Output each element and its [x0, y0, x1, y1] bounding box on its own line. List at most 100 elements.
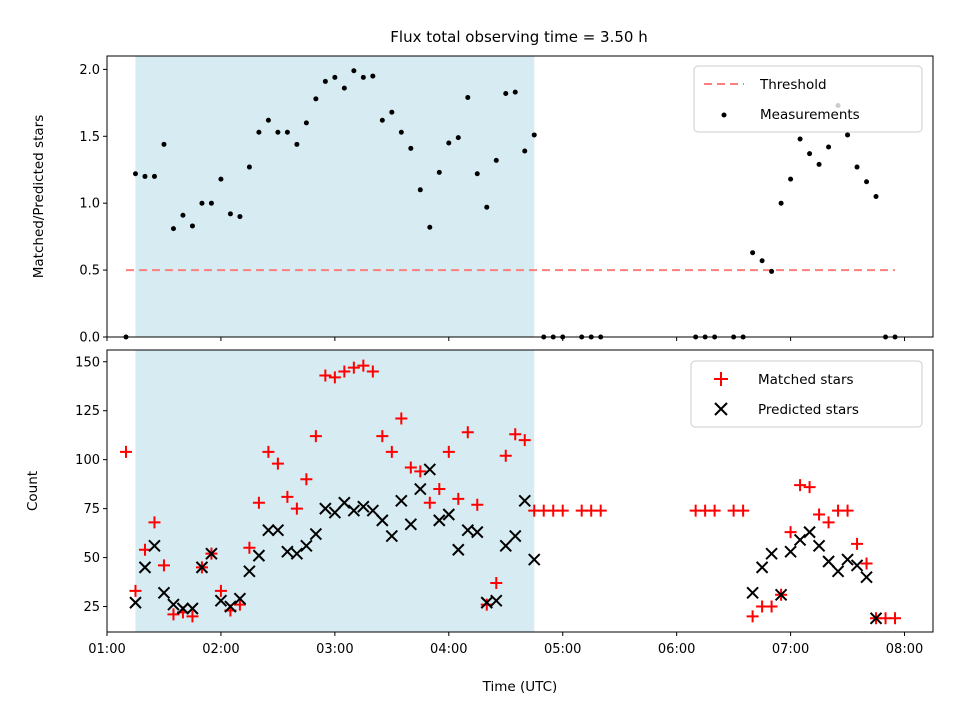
predicted-star-point: [176, 602, 190, 615]
predicted-star-point: [490, 594, 503, 607]
matched-star-point: [556, 504, 569, 517]
predicted-star-point: [262, 523, 275, 537]
matched-star-point: [186, 610, 199, 623]
predicted-star-point: [784, 545, 797, 558]
bottom-legend: Matched stars Predicted stars: [690, 360, 923, 428]
measurement-point: [170, 226, 176, 232]
y-tick-label: 150: [75, 355, 100, 370]
measurement-point: [142, 173, 148, 179]
matched-star-point: [794, 479, 807, 492]
predicted-star-point: [803, 525, 816, 539]
predicted-star-point: [385, 529, 399, 543]
measurement-point: [132, 171, 138, 177]
measurement-point: [759, 258, 765, 264]
y-tick-label: 0.5: [79, 264, 100, 279]
matched-star-point: [252, 496, 265, 509]
predicted-star-point: [765, 547, 778, 560]
x-tick-label: 06:00: [658, 642, 695, 657]
predicted-star-point: [831, 565, 845, 578]
predicted-star-point: [300, 539, 313, 553]
measurement-point: [807, 151, 813, 157]
matched-star-point: [319, 369, 332, 382]
predicted-star-point: [793, 533, 807, 547]
predicted-star-point: [357, 500, 370, 513]
predicted-star-point: [480, 596, 493, 609]
legend-matched-swatch: [714, 372, 728, 386]
measurement-point: [322, 78, 328, 84]
predicted-star-point: [376, 514, 389, 527]
matched-star-point: [813, 508, 826, 521]
predicted-star-point: [347, 504, 361, 517]
predicted-star-point: [167, 598, 180, 611]
predicted-star-point: [157, 586, 171, 600]
predicted-star-point: [414, 482, 427, 496]
matched-star-point: [376, 430, 389, 443]
measurement-point: [531, 132, 537, 138]
top-y-axis-label: Matched/Predicted stars: [31, 115, 47, 278]
matched-star-point: [822, 516, 835, 529]
matched-star-point: [338, 365, 351, 378]
matched-star-point: [518, 434, 531, 447]
predicted-star-point: [442, 508, 456, 521]
predicted-star-point: [290, 547, 304, 560]
top-y-ticks: 0.0 0.5 1.0 1.5 2.0: [79, 63, 107, 346]
measurement-point: [341, 85, 347, 91]
matched-star-point: [300, 473, 313, 486]
matched-star-point: [233, 598, 246, 611]
measurement-point: [199, 200, 205, 206]
measurement-points: [123, 68, 898, 340]
bottom-axes-frame: [106, 349, 934, 633]
matched-star-point: [281, 490, 294, 503]
top-axes-frame: [106, 55, 934, 338]
measurement-point: [360, 74, 366, 80]
measurement-point: [845, 132, 851, 138]
matched-star-point: [737, 504, 750, 517]
measurement-point: [493, 157, 499, 163]
matched-star-point: [138, 543, 151, 556]
predicted-star-point: [471, 525, 484, 539]
bottom-y-axis-label: Count: [25, 471, 41, 511]
y-tick-label: 75: [83, 502, 100, 517]
predicted-star-point: [224, 600, 237, 613]
predicted-star-point: [499, 539, 512, 553]
measurement-point: [237, 214, 243, 220]
matched-star-point: [148, 516, 161, 529]
measurement-point: [161, 141, 167, 147]
measurement-point: [788, 176, 794, 182]
matched-star-point: [784, 526, 797, 539]
predicted-star-point: [528, 553, 541, 566]
bottom-y-ticks: 25 50 75 100 125 150: [75, 355, 107, 615]
predicted-star-point: [309, 527, 323, 541]
matched-star-point: [385, 445, 398, 458]
measurement-point: [854, 164, 860, 170]
predicted-star-point: [138, 561, 152, 574]
matched-star-point: [347, 361, 360, 374]
legend-measurements-label: Measurements: [760, 107, 860, 123]
matched-star-point: [328, 371, 341, 384]
predicted-star-point: [281, 545, 294, 558]
matched-star-point: [119, 445, 132, 458]
predicted-star-point: [214, 594, 228, 607]
predicted-star-point: [186, 602, 199, 615]
measurement-point: [816, 161, 822, 167]
predicted-star-point: [243, 565, 256, 578]
matched-star-point: [803, 481, 816, 494]
predicted-star-point: [433, 514, 446, 527]
measurement-point: [313, 96, 319, 102]
bottom-panel: 25 50 75 100 125 150 01:00 02:00 03:00 04:00 05:0…: [25, 349, 934, 695]
matched-star-point: [214, 584, 227, 597]
measurement-point: [189, 223, 195, 229]
predicted-star-point: [252, 549, 266, 562]
predicted-star-point: [404, 518, 418, 531]
matched-star-point: [765, 600, 778, 613]
measurement-point: [455, 135, 461, 141]
x-tick-label: 01:00: [88, 642, 125, 657]
measurement-point: [389, 109, 395, 115]
matched-star-point: [157, 559, 170, 572]
top-legend-box: [693, 65, 923, 133]
matched-star-point: [490, 577, 503, 590]
measurement-point: [208, 200, 214, 206]
measurement-point: [465, 94, 471, 100]
matched-star-point: [841, 504, 854, 517]
bottom-legend-box: [690, 360, 923, 428]
